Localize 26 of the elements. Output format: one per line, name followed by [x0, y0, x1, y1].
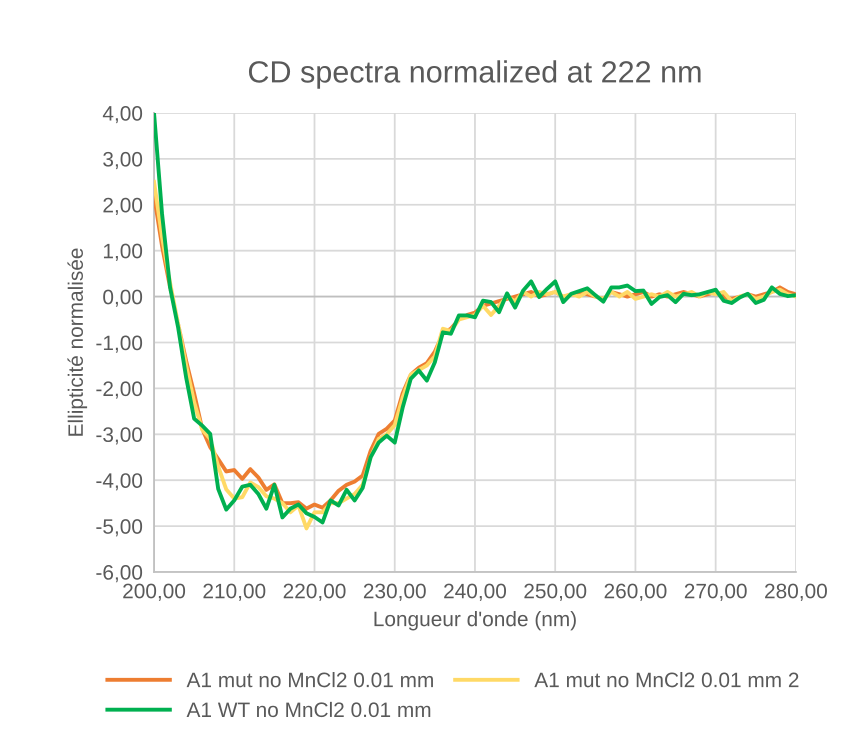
y-tick-label: -4,00	[96, 473, 142, 490]
x-tick-label: 270,00	[684, 584, 747, 601]
legend-label: A1 WT no MnCl2 0.01 mm	[186, 702, 430, 718]
chart-title: CD spectra normalized at 222 nm	[248, 60, 701, 89]
x-tick-label: 250,00	[524, 584, 586, 601]
y-tick-label: -3,00	[96, 427, 142, 445]
y-tick-label: -5,00	[96, 519, 142, 536]
x-tick-label: 230,00	[364, 584, 426, 601]
x-tick-label: 280,00	[765, 584, 827, 601]
x-tick-label: 260,00	[604, 584, 666, 601]
x-tick-label: 240,00	[444, 584, 506, 601]
legend-label: A1 mut no MnCl2 0.01 mm 2	[534, 672, 798, 688]
y-tick-label: 1,00	[104, 244, 142, 261]
x-tick-label: 210,00	[203, 584, 266, 601]
y-tick-label: -6,00	[96, 565, 142, 582]
x-axis-title: Longueur d'onde (nm)	[374, 611, 576, 630]
y-tick-label: 3,00	[103, 152, 142, 170]
y-axis-title: Ellipticité normalisée	[67, 248, 88, 436]
y-tick-label: 4,00	[102, 106, 142, 124]
y-tick-label: -1,00	[96, 335, 142, 353]
x-tick-label: 200,00	[123, 584, 186, 601]
x-tick-label: 220,00	[284, 584, 346, 601]
legend-label: A1 mut no MnCl2 0.01 mm	[186, 672, 433, 688]
y-tick-label: 0,00	[103, 290, 142, 307]
y-tick-label: -2,00	[96, 381, 142, 399]
y-tick-label: 2,00	[103, 198, 142, 215]
